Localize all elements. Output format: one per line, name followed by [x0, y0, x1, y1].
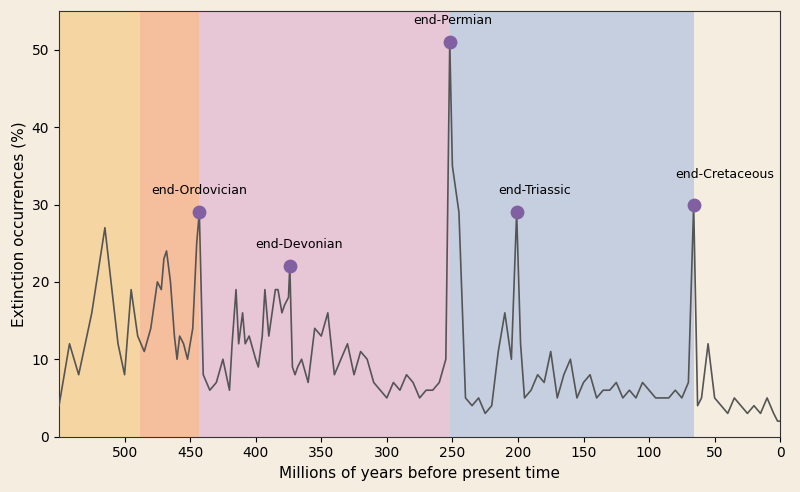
X-axis label: Millions of years before present time: Millions of years before present time — [279, 466, 560, 481]
Bar — [199, 11, 450, 436]
Bar — [450, 11, 694, 436]
Point — [283, 262, 296, 270]
Text: end-Ordovician: end-Ordovician — [151, 184, 246, 197]
Bar — [59, 11, 140, 436]
Text: end-Devonian: end-Devonian — [256, 238, 343, 251]
Point — [510, 208, 523, 216]
Text: end-Triassic: end-Triassic — [498, 184, 571, 197]
Point — [193, 208, 206, 216]
Point — [687, 201, 700, 209]
Point — [443, 38, 456, 46]
Text: end-Cretaceous: end-Cretaceous — [675, 168, 774, 182]
Bar — [140, 11, 199, 436]
Bar — [694, 11, 780, 436]
Y-axis label: Extinction occurrences (%): Extinction occurrences (%) — [11, 121, 26, 327]
Text: end-Permian: end-Permian — [413, 14, 492, 27]
